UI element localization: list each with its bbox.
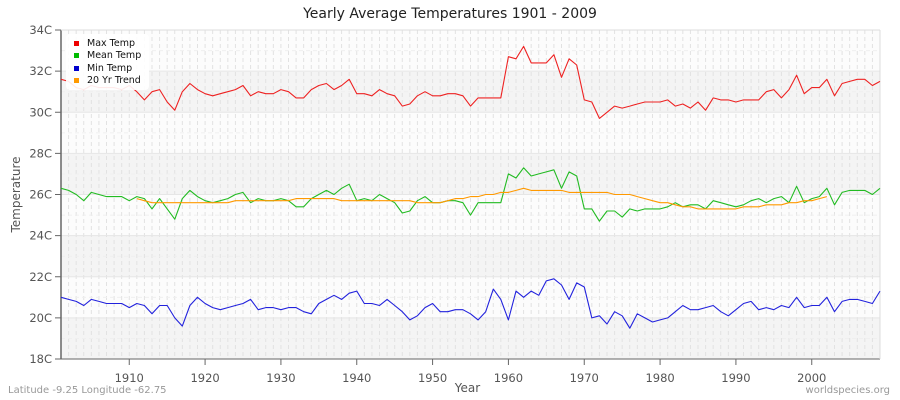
legend-swatch-icon (74, 53, 79, 59)
series-line-20-yr-trend (136, 187, 828, 210)
x-tick-label: 1940 (342, 371, 371, 385)
legend-swatch-icon (74, 40, 79, 46)
x-tick-label: 1920 (190, 371, 219, 385)
x-tick-label: 1930 (266, 371, 295, 385)
y-tick-label: 26C (29, 188, 52, 202)
x-tick-label: 1960 (494, 371, 523, 385)
y-axis-label: Temperature (9, 156, 23, 233)
legend-swatch-icon (74, 65, 79, 71)
y-tick-label: 18C (29, 352, 52, 366)
y-tick-label: 28C (29, 146, 52, 160)
series-line-min-temp (60, 278, 881, 329)
coordinates-label: Latitude -9.25 Longitude -62.75 (8, 385, 167, 396)
x-axis-label: Year (454, 381, 480, 395)
series-line-mean-temp (60, 167, 881, 222)
series-line-max-temp (60, 45, 881, 119)
x-tick-label: 1910 (115, 371, 144, 385)
legend-item-min: Min Temp (74, 62, 141, 75)
x-tick-label: 1980 (645, 371, 674, 385)
chart-title: Yearly Average Temperatures 1901 - 2009 (303, 6, 597, 22)
y-tick-label: 30C (29, 105, 52, 119)
legend-item-max: Max Temp (74, 37, 141, 50)
legend-item-mean: Mean Temp (74, 50, 141, 63)
chart-legend: Max Temp Mean Temp Min Temp 20 Yr Trend (66, 34, 150, 90)
y-tick-label: 20C (29, 311, 52, 325)
source-label: worldspecies.org (805, 385, 890, 396)
x-tick-label: 2000 (797, 371, 826, 385)
x-tick-label: 1950 (418, 371, 447, 385)
legend-swatch-icon (74, 78, 79, 84)
y-tick-label: 22C (29, 270, 52, 284)
y-tick-label: 24C (29, 229, 52, 243)
x-tick-label: 1970 (570, 371, 599, 385)
x-tick-label: 1990 (721, 371, 750, 385)
legend-item-trend: 20 Yr Trend (74, 75, 141, 88)
y-tick-label: 34C (29, 23, 52, 37)
y-tick-label: 32C (29, 64, 52, 78)
